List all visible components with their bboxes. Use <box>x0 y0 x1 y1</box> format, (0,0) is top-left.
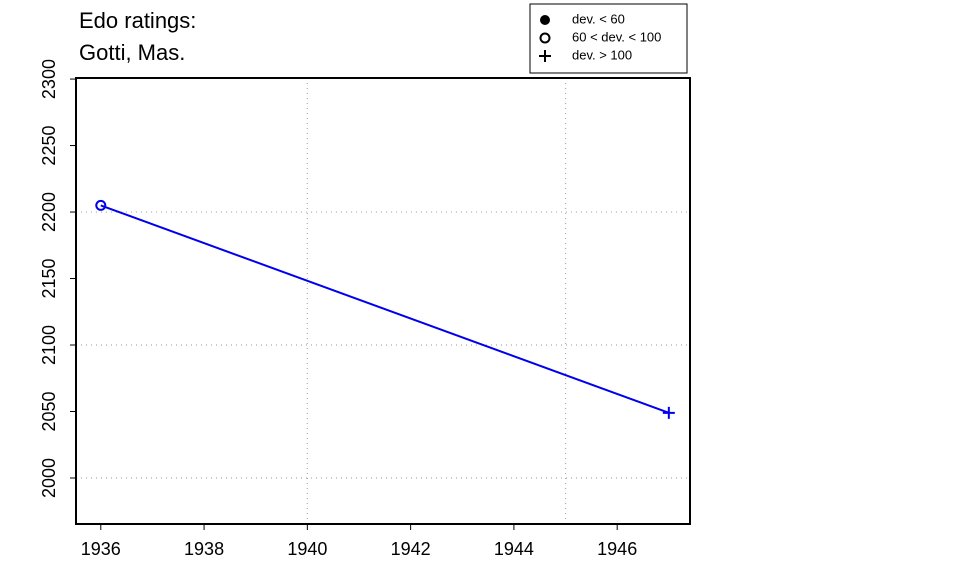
y-tick-label: 2150 <box>39 259 59 299</box>
y-tick-label: 2100 <box>39 325 59 365</box>
x-tick-label: 1938 <box>184 539 224 559</box>
y-tick-label: 2200 <box>39 192 59 232</box>
x-tick-label: 1942 <box>391 539 431 559</box>
x-tick-label: 1946 <box>597 539 637 559</box>
legend-box <box>529 3 688 74</box>
legend-label: dev. < 60 <box>572 11 625 26</box>
legend-label: dev. > 100 <box>572 47 632 62</box>
plot-frame <box>75 77 691 525</box>
chart-title: Gotti, Mas. <box>79 40 185 65</box>
y-tick-label: 2300 <box>39 59 59 99</box>
marker <box>539 32 551 44</box>
chart-title: Edo ratings: <box>79 8 196 33</box>
marker <box>662 406 675 419</box>
y-tick-label: 2250 <box>39 126 59 166</box>
x-tick-label: 1944 <box>494 539 534 559</box>
y-tick-label: 2050 <box>39 391 59 431</box>
x-tick-label: 1940 <box>287 539 327 559</box>
marker <box>540 15 550 25</box>
x-tick-label: 1936 <box>81 539 121 559</box>
marker <box>95 199 107 211</box>
y-tick-label: 2000 <box>39 458 59 498</box>
legend-label: 60 < dev. < 100 <box>572 29 661 44</box>
marker <box>539 50 551 62</box>
series-line <box>100 204 670 414</box>
